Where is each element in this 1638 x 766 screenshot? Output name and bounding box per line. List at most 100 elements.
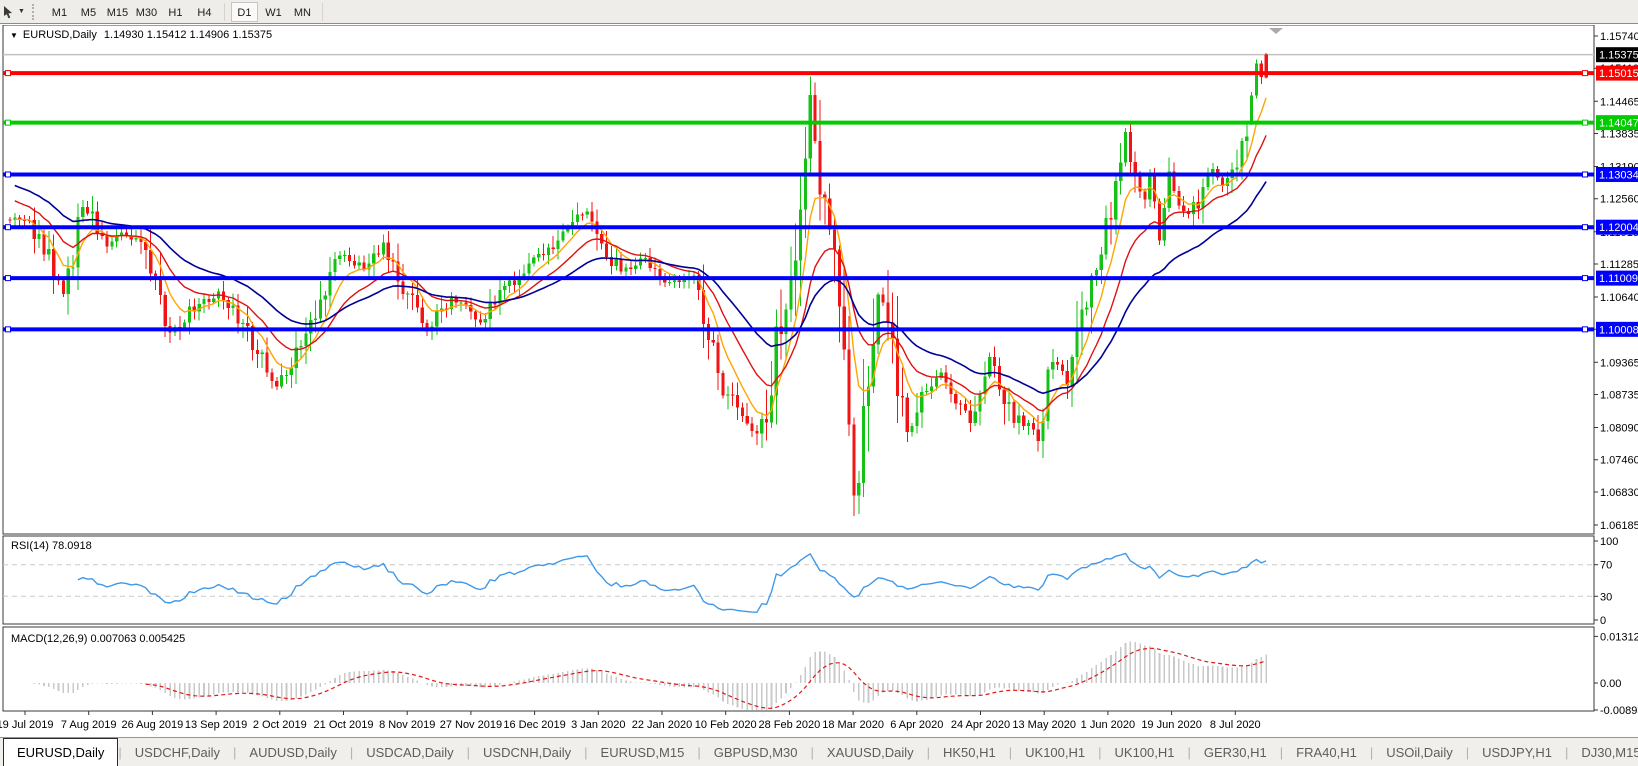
price-badge-label: 1.15015 [1599, 68, 1638, 80]
date-label: 16 Dec 2019 [503, 719, 565, 731]
price-badge-label: 1.15375 [1599, 50, 1638, 62]
timeframe-button-h1[interactable]: H1 [168, 6, 183, 19]
tab-separator: | [1369, 744, 1374, 760]
timeframe-button-h4[interactable]: H4 [197, 6, 212, 19]
cursor-tool-caret-icon[interactable]: ▼ [18, 8, 25, 15]
candle-body [391, 260, 395, 262]
candle-body [784, 309, 788, 335]
candle-body [818, 141, 822, 195]
tab-eurusd-daily[interactable]: EURUSD,Daily [3, 738, 119, 766]
timeframe-button-m1[interactable]: M1 [51, 6, 68, 19]
candle-body [988, 357, 992, 377]
price-badge-level-line [1596, 219, 1638, 235]
candle-body [347, 255, 352, 261]
tab-audusd-daily[interactable]: AUDUSD,Daily [249, 744, 337, 760]
candle-body [774, 326, 778, 396]
tab-gbpusd-m30[interactable]: GBPUSD,M30 [713, 744, 798, 760]
tab-usdchf-daily[interactable]: USDCHF,Daily [134, 744, 221, 760]
candle-body [66, 268, 70, 295]
tab-uk100-h1[interactable]: UK100,H1 [1114, 744, 1175, 760]
tab-separator: | [697, 744, 701, 760]
timeframe-button-m15[interactable]: M15 [106, 6, 129, 19]
tab-fra40-h1[interactable]: FRA40,H1 [1296, 744, 1357, 760]
macd-axis-label: -0.008933 [1600, 705, 1638, 717]
tab-dj30-m15[interactable]: DJ30,M15 [1581, 744, 1638, 760]
price-axis-label: 1.06830 [1600, 487, 1638, 499]
toolbar-grip-handle[interactable] [31, 3, 37, 20]
candle-body [925, 391, 929, 393]
tab-xauusd-daily[interactable]: XAUUSD,Daily [826, 744, 914, 760]
line-drag-handle[interactable] [1582, 119, 1588, 126]
price-badge-level-line [1596, 270, 1638, 286]
candle-body [498, 290, 502, 305]
timeframe-button-m5[interactable]: M5 [80, 6, 97, 19]
line-drag-handle[interactable] [5, 119, 11, 126]
line-drag-handle[interactable] [1582, 224, 1588, 231]
candle-body [653, 268, 657, 270]
candle-body [1123, 132, 1128, 163]
candle-body [449, 297, 453, 310]
line-drag-handle[interactable] [1582, 70, 1588, 77]
tab-usoil-daily[interactable]: USOil,Daily [1386, 744, 1453, 760]
candle-body [1157, 201, 1162, 241]
price-chart-canvas[interactable]: 1.157401.151101.144651.138351.131901.125… [0, 25, 1638, 737]
candle-body [435, 311, 439, 327]
tab-uk100-h1[interactable]: UK100,H1 [1025, 744, 1086, 760]
candle-body [1182, 205, 1186, 212]
tab-usdcnh-daily[interactable]: USDCNH,Daily [483, 744, 572, 760]
candle-body [52, 249, 56, 278]
cursor-tool-button[interactable]: ▼ [2, 5, 25, 19]
price-badge-current-price [1596, 47, 1638, 63]
date-label: 7 Aug 2019 [61, 719, 117, 731]
horizontal-lines-group [3, 70, 1594, 333]
candle-body [163, 295, 167, 327]
date-label: 28 Feb 2020 [759, 719, 821, 731]
timeframe-button-d1[interactable]: D1 [230, 1, 258, 22]
line-drag-handle[interactable] [1582, 171, 1588, 178]
candle-body [275, 381, 279, 387]
candle-body [246, 322, 250, 326]
timeframe-button-mn[interactable]: MN [293, 6, 311, 19]
candle-body [959, 403, 963, 405]
candle-body [100, 232, 104, 236]
candle-body [1051, 362, 1055, 370]
candle-body [8, 219, 12, 221]
chart-shift-marker-icon[interactable] [1269, 28, 1283, 34]
date-label: 1 Jun 2020 [1081, 719, 1135, 731]
tab-separator: | [1008, 744, 1013, 760]
tab-separator: | [1564, 744, 1569, 760]
timeframe-button-m30[interactable]: M30 [135, 6, 158, 19]
symbol-tabbar: EURUSD,Daily | USDCHF,Daily | AUDUSD,Daily | U… [0, 737, 1638, 766]
candle-body [1240, 140, 1244, 168]
line-drag-handle[interactable] [5, 70, 11, 77]
candle-body [1099, 254, 1103, 270]
candle-body [1220, 177, 1225, 186]
line-drag-handle[interactable] [5, 224, 11, 231]
line-drag-handle[interactable] [1582, 275, 1588, 282]
candle-body [1104, 218, 1108, 255]
tab-eurusd-m15[interactable]: EURUSD,M15 [600, 744, 685, 760]
chart-title: ▼ EURUSD,Daily 1.14930 1.15412 1.14906 1.1… [10, 29, 272, 41]
date-label: 3 Jan 2020 [571, 719, 625, 731]
tab-usdcad-daily[interactable]: USDCAD,Daily [366, 744, 454, 760]
candle-body [983, 376, 987, 395]
candle-body [939, 372, 943, 378]
candle-body [124, 232, 128, 236]
line-drag-handle[interactable] [5, 275, 11, 282]
candle-body [313, 318, 318, 320]
candle-body [372, 253, 376, 264]
line-drag-handle[interactable] [5, 326, 11, 333]
tab-hk50-h1[interactable]: HK50,H1 [943, 744, 996, 760]
tab-ger30-h1[interactable]: GER30,H1 [1203, 744, 1267, 760]
chart-title-caret-icon[interactable]: ▼ [10, 31, 18, 40]
price-axis-label: 1.09365 [1600, 357, 1638, 369]
tab-usdjpy-h1[interactable]: USDJPY,H1 [1482, 744, 1552, 760]
candle-body [202, 299, 206, 305]
line-drag-handle[interactable] [1582, 326, 1588, 333]
candle-body [76, 216, 80, 268]
candle-body [716, 342, 720, 374]
candle-body [658, 269, 662, 279]
line-drag-handle[interactable] [5, 171, 11, 178]
timeframe-button-w1[interactable]: W1 [265, 6, 282, 19]
candle-body [1235, 167, 1239, 170]
